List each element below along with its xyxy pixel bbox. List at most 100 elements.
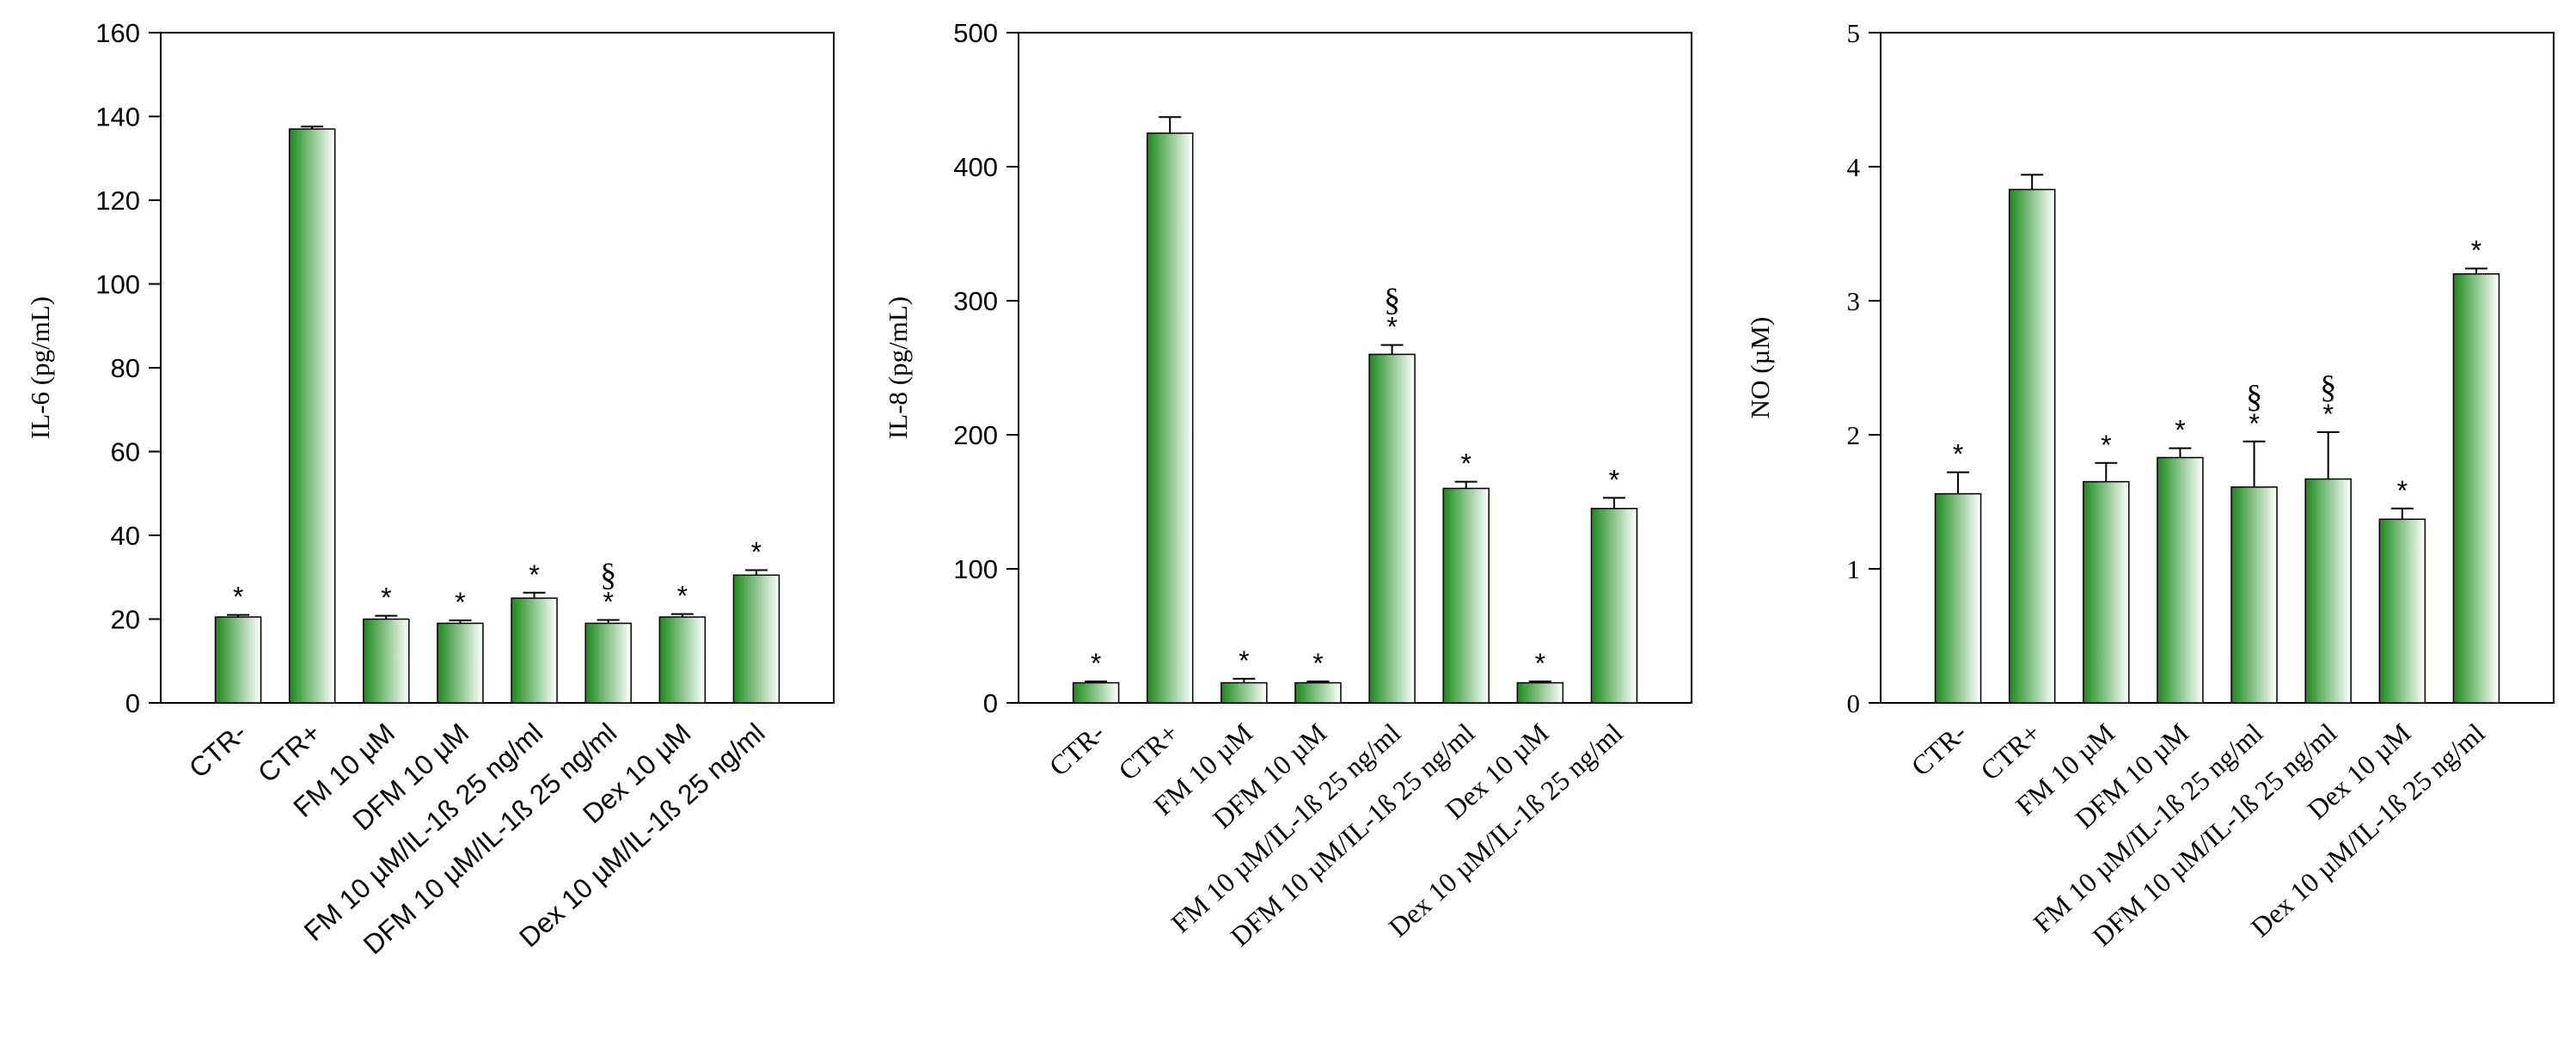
- significance-star: *: [2322, 399, 2333, 430]
- error-bar: [2316, 430, 2340, 479]
- error-bar: [2243, 440, 2266, 487]
- y-axis-label: IL-6 (pg/mL): [25, 296, 55, 439]
- significance-star: *: [2175, 415, 2185, 446]
- significance-section: §: [600, 557, 616, 593]
- y-tick-label: 80: [111, 353, 140, 383]
- y-tick-label: 1: [1847, 554, 1861, 584]
- plot-frame: [1880, 32, 2555, 704]
- bar: [2230, 486, 2278, 704]
- error-bar: [2095, 461, 2118, 482]
- significance-star: *: [677, 581, 688, 612]
- error-bar: [375, 614, 398, 620]
- y-axis-label: IL-8 (pg/mL): [883, 296, 913, 439]
- plot-frame: [1018, 32, 1692, 704]
- error-bar: [227, 614, 250, 618]
- y-tick-label: 400: [953, 152, 998, 182]
- significance-star: *: [381, 583, 391, 614]
- bar: [288, 128, 336, 704]
- y-tick-label: 2: [1847, 420, 1861, 450]
- error-bar: [1528, 681, 1551, 683]
- plot-frame: [160, 32, 835, 704]
- bar: [2378, 518, 2426, 704]
- y-axis-label: NO (µM): [1745, 317, 1775, 419]
- y-tick-label: 500: [953, 18, 998, 48]
- y-tick-label: 100: [953, 554, 998, 584]
- bar: [437, 622, 484, 704]
- y-tick-label: 0: [1847, 688, 1861, 718]
- bar: [1516, 681, 1564, 704]
- significance-star: *: [1460, 449, 1471, 479]
- significance-star: *: [455, 587, 465, 618]
- x-tick-label: CTR-: [1043, 717, 1110, 782]
- y-tick-label: 100: [95, 270, 140, 300]
- significance-star: *: [1239, 645, 1249, 676]
- y-tick-label: 140: [95, 102, 140, 132]
- significance-star: *: [1953, 439, 1963, 470]
- error-bar: [744, 569, 768, 576]
- error-bar: [1947, 471, 1970, 494]
- error-bar: [2169, 447, 2192, 458]
- significance-star: *: [233, 582, 243, 613]
- error-bar: [301, 125, 324, 130]
- error-bar: [1159, 116, 1182, 133]
- significance-star: *: [1535, 648, 1545, 679]
- significance-star: *: [2397, 475, 2408, 506]
- bar: [1072, 681, 1120, 704]
- y-tick-label: 4: [1847, 152, 1861, 182]
- bar: [658, 616, 707, 704]
- error-bar: [2390, 507, 2414, 520]
- significance-star: *: [1091, 648, 1101, 679]
- significance-section: §: [1384, 282, 1400, 318]
- error-bar: [1602, 497, 1625, 509]
- error-bar: [670, 613, 694, 618]
- significance-star: *: [1386, 311, 1397, 342]
- significance-star: *: [603, 586, 613, 617]
- bar: [584, 622, 632, 704]
- bar: [363, 618, 410, 704]
- error-bar: [2464, 267, 2487, 274]
- x-tick-label: CTR-: [1905, 717, 1972, 782]
- y-tick-label: 3: [1847, 286, 1861, 316]
- bar: [2008, 188, 2056, 704]
- significance-star: *: [1609, 464, 1619, 495]
- significance-star: *: [529, 559, 539, 590]
- error-bar: [449, 619, 472, 624]
- significance-star: *: [2471, 235, 2481, 266]
- error-bar: [1233, 677, 1256, 683]
- bar: [214, 616, 262, 704]
- y-tick-label: 160: [95, 18, 140, 48]
- significance-star: *: [1312, 648, 1323, 679]
- y-tick-label: 0: [125, 688, 140, 718]
- bar: [732, 574, 780, 704]
- significance-star: *: [2249, 408, 2259, 439]
- y-tick-label: 5: [1847, 18, 1861, 48]
- error-bar: [1306, 681, 1330, 683]
- error-bar: [1380, 344, 1404, 355]
- bar: [2083, 480, 2130, 704]
- significance-star: *: [2101, 430, 2111, 461]
- bar: [1934, 492, 1982, 704]
- significance-section: §: [2320, 369, 2336, 406]
- y-tick-label: 300: [953, 286, 998, 316]
- bar: [2157, 456, 2204, 704]
- error-bar: [2021, 174, 2044, 190]
- bar: [1146, 132, 1194, 704]
- y-tick-label: 40: [111, 521, 140, 551]
- bar: [2304, 478, 2352, 704]
- significance-section: §: [2246, 379, 2262, 415]
- y-tick-label: 20: [111, 605, 140, 635]
- error-bar: [1085, 681, 1108, 683]
- bar: [2452, 273, 2500, 704]
- bar: [1294, 681, 1342, 704]
- error-bar: [1454, 480, 1478, 489]
- bar: [1590, 508, 1638, 704]
- x-tick-label: CTR-: [183, 717, 253, 784]
- error-bar: [523, 591, 546, 599]
- significance-star: *: [751, 536, 762, 567]
- bar: [511, 597, 558, 704]
- y-tick-label: 60: [111, 437, 140, 467]
